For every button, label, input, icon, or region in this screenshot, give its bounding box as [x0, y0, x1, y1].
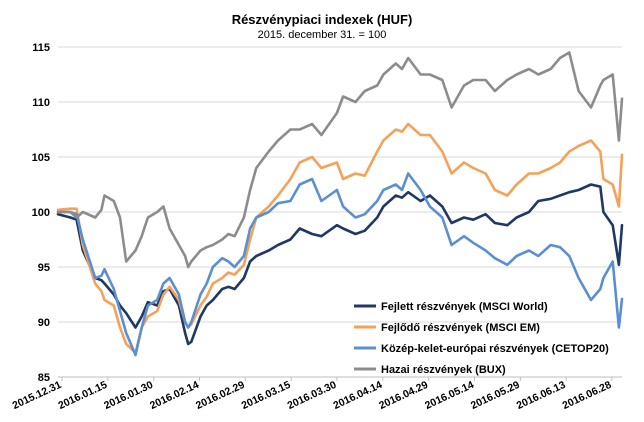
- y-tick-label: 95: [38, 262, 50, 274]
- chart-title: Részvénypiaci indexek (HUF): [232, 12, 413, 27]
- y-tick-label: 105: [32, 152, 50, 164]
- y-axis: 85 90 95 100 105 110 115: [32, 42, 50, 384]
- y-tick-label: 90: [38, 317, 50, 329]
- legend-label: Fejlett részvények (MSCI World): [381, 301, 548, 313]
- y-tick-label: 85: [38, 372, 50, 384]
- legend-label: Hazai részvények (BUX): [381, 364, 506, 376]
- y-tick-label: 115: [32, 42, 50, 54]
- series-layer: [56, 51, 624, 357]
- legend-label: Közép-kelet-európai részvények (CETOP20): [381, 343, 609, 355]
- series-line-3: [56, 172, 624, 357]
- legend: Fejlett részvények (MSCI World) Fejlődő r…: [354, 301, 609, 376]
- chart-subtitle: 2015. december 31. = 100: [258, 29, 387, 41]
- series-line-1: [56, 183, 624, 346]
- legend-label: Fejlődő részvények (MSCI EM): [381, 322, 540, 334]
- y-tick-label: 100: [32, 207, 50, 219]
- series-line-4: [56, 51, 624, 269]
- y-tick-label: 110: [32, 97, 50, 109]
